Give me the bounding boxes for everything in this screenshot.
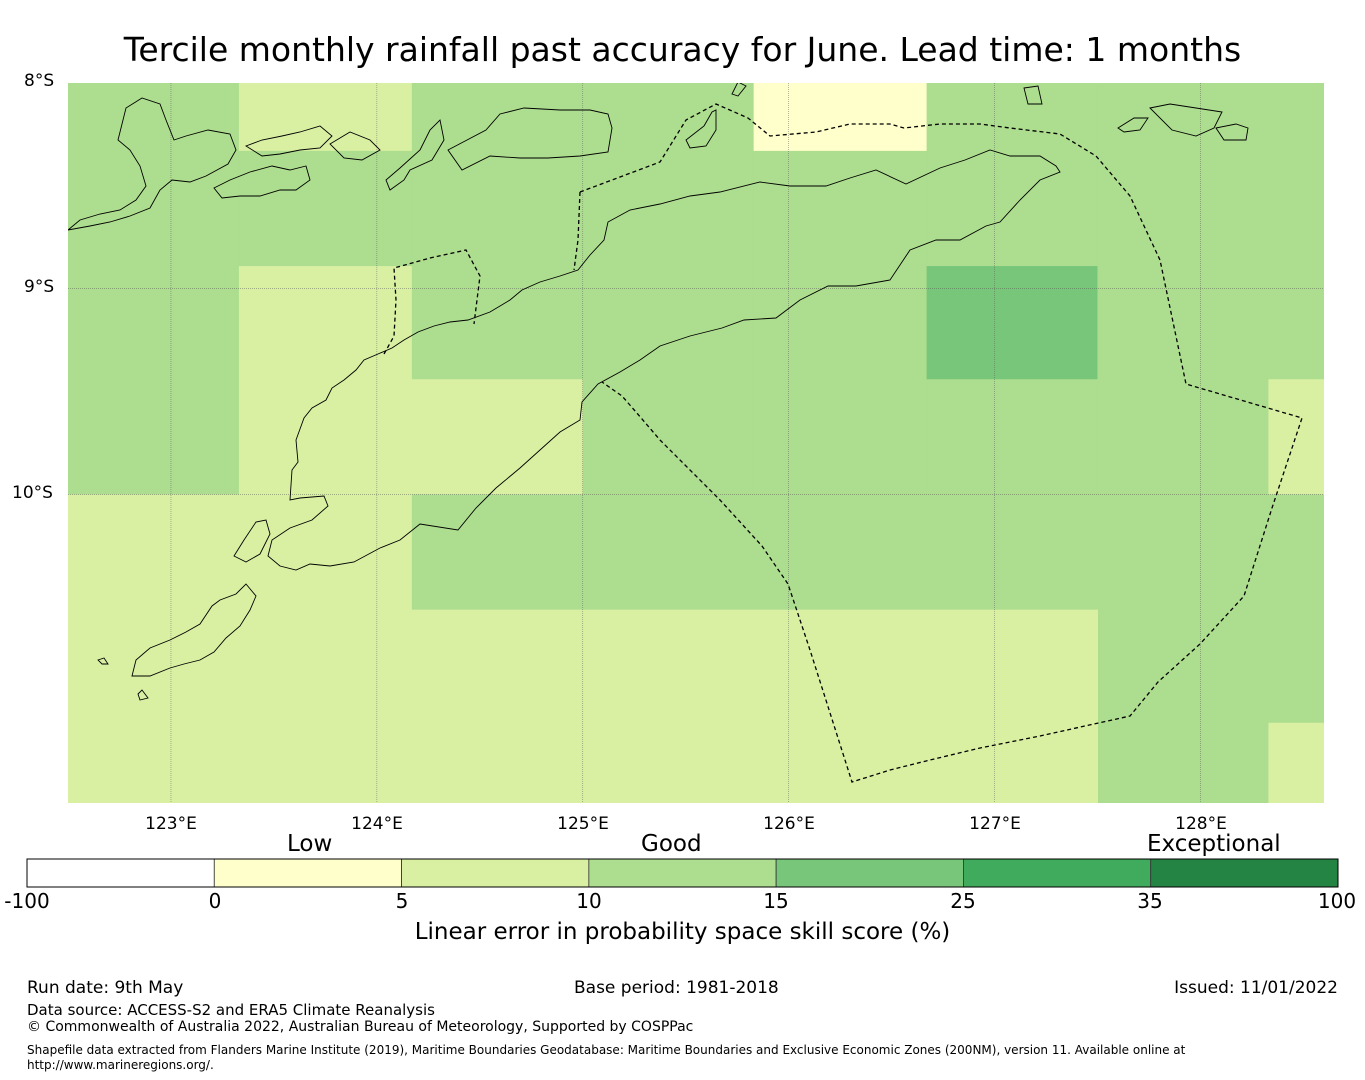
colorbar-title: Linear error in probability space skill …: [414, 919, 951, 945]
skill-cell: [411, 379, 584, 495]
colorbar-segment: [401, 858, 590, 888]
skill-cell: [68, 494, 413, 803]
colorbar-tick: 10: [576, 889, 602, 913]
colorbar-segment: [775, 858, 964, 888]
lon-label-126e: 126°E: [763, 814, 815, 834]
run-date: Run date: 9th May: [27, 978, 184, 998]
atauro-coastline: [685, 109, 717, 149]
skill-cell: [411, 494, 1099, 611]
pantar-coastline: [385, 119, 445, 191]
colorbar-segment: [963, 858, 1152, 888]
skill-cell: [926, 83, 1099, 267]
colorbar-segment: [26, 858, 215, 888]
skill-cell: [926, 266, 1099, 380]
skill-grid-cells: [68, 83, 1324, 803]
alor-coastline: [447, 107, 613, 171]
skill-cell: [1268, 722, 1324, 803]
lirang-coastline: [731, 83, 747, 97]
colorbar-frame: [26, 858, 1339, 888]
colorbar-tick: 100: [1317, 889, 1357, 913]
lon-label-123e: 123°E: [145, 814, 197, 834]
skill-cell: [411, 609, 1099, 803]
kisar-coastline: [1117, 117, 1149, 133]
lon-label-124e: 124°E: [351, 814, 403, 834]
lat-label-8s: 8°S: [24, 71, 55, 91]
colorbar-tick: 0: [208, 889, 222, 913]
skill-cell: [238, 266, 413, 495]
skill-cell: [926, 379, 1099, 495]
skill-cell: [68, 83, 240, 495]
solor-coastline: [244, 125, 333, 157]
skill-cell: [1268, 494, 1324, 724]
small-island-coastline: [1023, 85, 1043, 105]
coastlines: [68, 83, 1249, 701]
skill-cell: [753, 150, 928, 495]
skill-cell: [1097, 83, 1269, 803]
ndao-coastline: [97, 657, 109, 665]
colorbar-tick: 15: [763, 889, 789, 913]
colorbar-tick: 25: [950, 889, 976, 913]
sawu-small-coastline: [137, 689, 149, 701]
graticule: [68, 83, 1324, 803]
skill-cell: [1268, 379, 1324, 495]
colorbar: [26, 858, 1339, 888]
colorbar-segment: [213, 858, 402, 888]
skill-cell: [753, 83, 928, 152]
lon-label-127e: 127°E: [969, 814, 1021, 834]
eez-boundaries: [383, 103, 1303, 783]
semau-coastline: [233, 519, 271, 563]
oecusse-eez-boundary: [383, 249, 481, 355]
colorbar-tick: -100: [4, 889, 50, 913]
category-exceptional: Exceptional: [1147, 831, 1281, 857]
flores-east-coastline: [68, 97, 237, 231]
timor-leste-eez-boundary: [579, 103, 1303, 783]
wetar-island-coastline: [1149, 103, 1223, 137]
colorbar-segment: [1150, 858, 1339, 888]
category-low: Low: [287, 831, 333, 857]
boundary-link: [573, 191, 581, 271]
skill-cell: [1268, 83, 1324, 380]
copyright-notice: © Commonwealth of Australia 2022, Austra…: [27, 1019, 694, 1035]
rote-coastline: [131, 583, 257, 677]
timor-coastline: [267, 149, 1061, 571]
skill-cell: [238, 83, 413, 152]
data-source: Data source: ACCESS-S2 and ERA5 Climate …: [27, 1001, 435, 1019]
adonara-coastline: [213, 165, 311, 199]
shapefile-note: Shapefile data extracted from Flanders M…: [27, 1043, 1186, 1072]
lat-label-10s: 10°S: [12, 483, 53, 503]
lon-label-128e: 128°E: [1175, 814, 1227, 834]
colorbar-tick: 35: [1137, 889, 1163, 913]
colorbar-tick: 5: [395, 889, 409, 913]
issued-date: Issued: 11/01/2022: [1174, 978, 1338, 998]
skill-cell: [582, 379, 755, 495]
map-title: Tercile monthly rainfall past accuracy f…: [123, 30, 1242, 69]
lon-label-125e: 125°E: [557, 814, 609, 834]
base-period: Base period: 1981-2018: [574, 978, 779, 998]
category-good: Good: [641, 831, 702, 857]
skill-cell: [238, 150, 413, 267]
leti-coastline: [1215, 123, 1249, 141]
lat-label-9s: 9°S: [24, 277, 55, 297]
colorbar-segment: [588, 858, 777, 888]
lembata-coastline: [329, 131, 381, 161]
